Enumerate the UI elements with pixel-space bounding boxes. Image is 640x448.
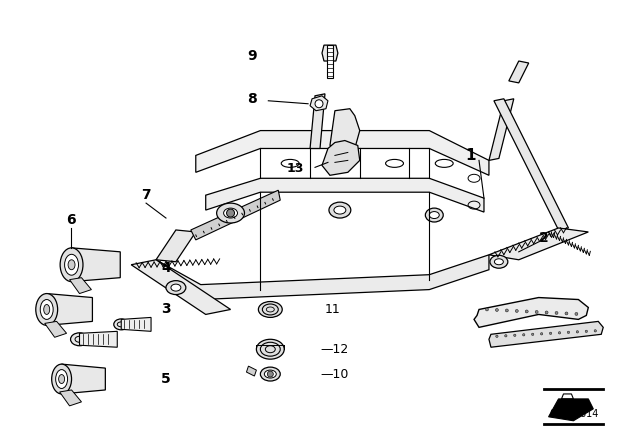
Text: 7: 7: [141, 188, 151, 202]
Circle shape: [268, 371, 273, 377]
Circle shape: [576, 331, 579, 333]
Circle shape: [515, 310, 518, 312]
Polygon shape: [156, 255, 489, 300]
Polygon shape: [72, 248, 120, 282]
Polygon shape: [330, 109, 360, 148]
Ellipse shape: [329, 202, 351, 218]
Circle shape: [505, 335, 507, 337]
Ellipse shape: [114, 319, 129, 330]
Ellipse shape: [260, 367, 280, 381]
Text: —10: —10: [320, 367, 348, 380]
Polygon shape: [246, 366, 257, 376]
Circle shape: [555, 311, 558, 314]
Ellipse shape: [257, 339, 284, 359]
Text: 4: 4: [161, 261, 171, 275]
Text: 13: 13: [287, 162, 304, 175]
Circle shape: [495, 309, 499, 311]
Circle shape: [558, 332, 561, 334]
Polygon shape: [509, 61, 529, 83]
Circle shape: [496, 335, 498, 337]
Polygon shape: [327, 45, 333, 78]
Text: 8: 8: [248, 92, 257, 106]
Ellipse shape: [429, 211, 439, 219]
Polygon shape: [322, 45, 338, 61]
Polygon shape: [489, 228, 588, 260]
Circle shape: [545, 311, 548, 314]
Circle shape: [540, 332, 543, 335]
Text: 6: 6: [66, 213, 76, 227]
Ellipse shape: [495, 259, 503, 265]
Circle shape: [549, 332, 552, 335]
Ellipse shape: [56, 370, 68, 388]
Polygon shape: [61, 364, 106, 394]
Polygon shape: [196, 130, 489, 175]
Circle shape: [227, 209, 234, 217]
Polygon shape: [310, 96, 328, 111]
Circle shape: [531, 333, 534, 336]
Circle shape: [565, 312, 568, 315]
Ellipse shape: [70, 333, 88, 346]
Circle shape: [535, 310, 538, 314]
Circle shape: [315, 100, 323, 108]
Ellipse shape: [334, 206, 346, 214]
Ellipse shape: [44, 305, 50, 314]
Polygon shape: [489, 321, 604, 347]
Polygon shape: [548, 399, 593, 421]
Ellipse shape: [60, 248, 83, 282]
Ellipse shape: [68, 260, 75, 270]
Polygon shape: [474, 297, 588, 327]
Polygon shape: [156, 230, 196, 262]
Ellipse shape: [65, 254, 79, 275]
Ellipse shape: [217, 203, 244, 223]
Ellipse shape: [36, 293, 58, 325]
Polygon shape: [489, 99, 514, 160]
Circle shape: [525, 310, 528, 313]
Polygon shape: [191, 190, 280, 240]
Polygon shape: [310, 94, 325, 148]
Ellipse shape: [264, 370, 276, 378]
Ellipse shape: [223, 208, 237, 218]
Ellipse shape: [171, 284, 181, 291]
Polygon shape: [121, 318, 151, 332]
Ellipse shape: [59, 375, 65, 383]
Polygon shape: [79, 332, 117, 347]
Text: 00225614: 00225614: [550, 409, 599, 419]
Polygon shape: [47, 293, 92, 325]
Polygon shape: [494, 99, 568, 230]
Ellipse shape: [52, 364, 72, 394]
Circle shape: [513, 334, 516, 336]
Circle shape: [594, 330, 596, 332]
Polygon shape: [60, 390, 81, 406]
Ellipse shape: [259, 302, 282, 318]
Polygon shape: [45, 321, 67, 337]
Ellipse shape: [166, 280, 186, 294]
Circle shape: [575, 312, 578, 315]
Circle shape: [506, 309, 508, 312]
Text: 9: 9: [248, 49, 257, 63]
Ellipse shape: [40, 300, 53, 319]
Text: 11: 11: [325, 303, 340, 316]
Polygon shape: [322, 141, 360, 175]
Text: 3: 3: [161, 302, 171, 316]
Ellipse shape: [490, 255, 508, 268]
Ellipse shape: [426, 208, 444, 222]
Text: 2: 2: [539, 231, 548, 245]
Circle shape: [522, 334, 525, 336]
Text: —12: —12: [320, 343, 348, 356]
Polygon shape: [131, 260, 230, 314]
Circle shape: [585, 330, 588, 332]
Polygon shape: [205, 178, 484, 212]
Polygon shape: [70, 278, 92, 293]
Text: 1: 1: [466, 148, 476, 163]
Text: 5: 5: [161, 372, 171, 386]
Circle shape: [486, 308, 488, 311]
Circle shape: [567, 331, 570, 333]
